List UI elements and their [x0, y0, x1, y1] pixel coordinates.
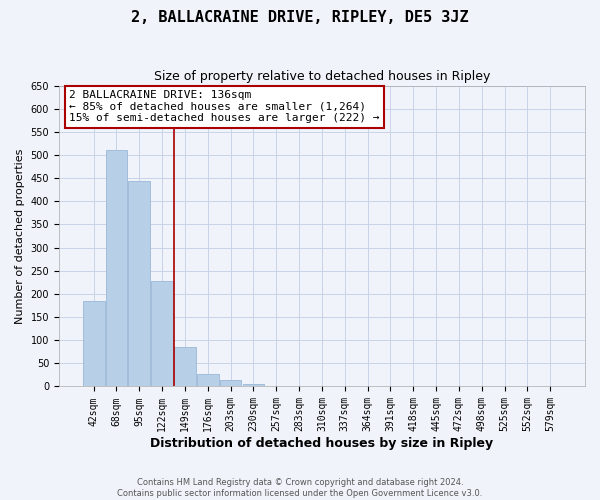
Bar [83, 301, 104, 386]
Bar [128, 182, 150, 386]
Text: 2 BALLACRAINE DRIVE: 136sqm
← 85% of detached houses are smaller (1,264)
15% of : 2 BALLACRAINE DRIVE: 136sqm ← 85% of det… [70, 90, 380, 124]
Bar [197, 374, 218, 386]
Y-axis label: Number of detached properties: Number of detached properties [15, 148, 25, 324]
Text: 2, BALLACRAINE DRIVE, RIPLEY, DE5 3JZ: 2, BALLACRAINE DRIVE, RIPLEY, DE5 3JZ [131, 10, 469, 25]
Bar [174, 347, 196, 387]
Title: Size of property relative to detached houses in Ripley: Size of property relative to detached ho… [154, 70, 490, 83]
X-axis label: Distribution of detached houses by size in Ripley: Distribution of detached houses by size … [151, 437, 494, 450]
Text: Contains HM Land Registry data © Crown copyright and database right 2024.
Contai: Contains HM Land Registry data © Crown c… [118, 478, 482, 498]
Bar [151, 281, 173, 386]
Bar [242, 384, 265, 386]
Bar [106, 150, 127, 386]
Bar [220, 380, 241, 386]
